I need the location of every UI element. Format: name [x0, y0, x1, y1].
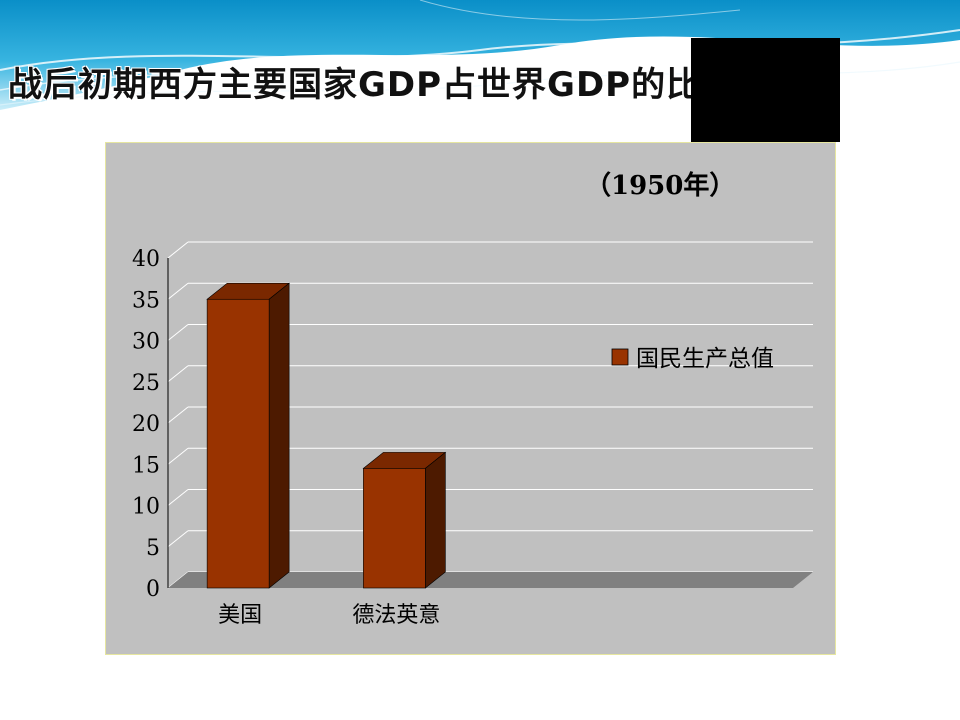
slide-title: 战后初期西方主要国家GDP占世界GDP的比重	[8, 65, 737, 105]
x-tick-label: 德法英意	[352, 603, 440, 628]
y-tick-label: 10	[132, 495, 160, 520]
gridline-diagonal	[167, 241, 189, 259]
gridline-diagonal	[167, 447, 189, 465]
y-tick-label: 0	[146, 577, 160, 602]
y-tick-label: 35	[132, 288, 160, 313]
chart-subtitle: （1950年）	[585, 171, 736, 201]
y-tick-label: 40	[132, 247, 160, 272]
bar	[363, 468, 426, 589]
x-tick-label: 美国	[218, 603, 262, 628]
bar-side	[425, 451, 446, 589]
axes: 0 5 10 15 20 25 30 35 40 美国 德法英意	[132, 247, 440, 628]
floor-surface	[168, 572, 813, 588]
gridline-diagonal	[167, 406, 189, 424]
y-tick-label: 20	[132, 412, 160, 437]
y-tick-label: 5	[146, 536, 160, 561]
bars	[206, 282, 447, 589]
legend-swatch	[611, 348, 629, 366]
y-tick-label: 30	[132, 330, 160, 355]
gridline-diagonal	[167, 530, 189, 548]
gridlines	[167, 241, 813, 589]
chart-panel: 0 5 10 15 20 25 30 35 40 美国 德法英意 国民生产总值	[105, 142, 836, 655]
y-tick-label: 25	[132, 371, 160, 396]
bar-side	[268, 282, 290, 589]
gridline-diagonal	[167, 324, 189, 341]
gridline-diagonal	[167, 365, 189, 383]
legend-label: 国民生产总值	[636, 346, 774, 372]
bar	[206, 298, 270, 589]
legend: 国民生产总值	[611, 346, 774, 372]
black-overlay-box	[691, 38, 840, 142]
chart-floor	[168, 572, 813, 588]
gridline-diagonal	[167, 489, 189, 506]
y-tick-label: 15	[132, 453, 160, 478]
bar-chart: 0 5 10 15 20 25 30 35 40 美国 德法英意 国民生产总值	[132, 241, 813, 628]
gridline-diagonal	[167, 282, 189, 300]
